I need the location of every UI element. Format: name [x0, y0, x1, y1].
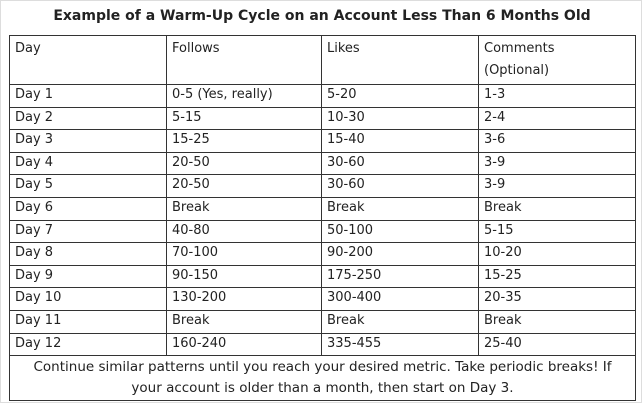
table-cell: 3-9 — [478, 151, 636, 176]
header-row: Day Follows Likes Comments (Optional) — [9, 35, 636, 85]
table-cell: 10-20 — [478, 242, 636, 266]
table-cell: 2-4 — [478, 106, 636, 131]
table-cell: Break — [321, 309, 479, 334]
table-cell: Day 2 — [9, 106, 167, 131]
table-cell: 335-455 — [321, 332, 479, 357]
table-cell: Day 6 — [9, 196, 167, 221]
header-cell: Likes — [321, 35, 479, 85]
table-cell: 5-20 — [321, 84, 479, 108]
table-row: Day 1 0-5 (Yes, really) 5-20 1-3 — [9, 84, 636, 108]
table-row: Day 12 160-240 335-455 25-40 — [9, 332, 636, 357]
table-cell: 3-6 — [478, 129, 636, 153]
table-cell: Day 5 — [9, 174, 167, 198]
table-cell: 0-5 (Yes, really) — [166, 84, 322, 108]
table-row: Day 5 20-50 30-60 3-9 — [9, 174, 636, 198]
table-row: Day 2 5-15 10-30 2-4 — [9, 106, 636, 131]
table-cell: 20-35 — [478, 287, 636, 311]
table-cell: Day 10 — [9, 287, 167, 311]
table-cell: 15-40 — [321, 129, 479, 153]
header-text: Day — [15, 41, 41, 56]
table-cell: 5-15 — [166, 106, 322, 131]
table-cell: 90-200 — [321, 242, 479, 266]
header-cell: Comments (Optional) — [478, 35, 636, 85]
table-cell: 70-100 — [166, 242, 322, 266]
table-header: Day Follows Likes Comments (Optional) — [9, 35, 636, 85]
table-cell: 50-100 — [321, 219, 479, 244]
table-cell: Break — [321, 196, 479, 221]
table-cell: Day 3 — [9, 129, 167, 153]
table: Day Follows Likes Comments (Optional) Day 1… — [9, 35, 636, 402]
table-row: Day 9 90-150 175-250 15-25 — [9, 264, 636, 289]
table-cell: 90-150 — [166, 264, 322, 289]
table-cell: 20-50 — [166, 151, 322, 176]
table-cell: Day 8 — [9, 242, 167, 266]
footer-note: Continue similar patterns until you reac… — [9, 355, 636, 402]
table-cell: Break — [478, 196, 636, 221]
title: Example of a Warm-Up Cycle on an Account… — [53, 8, 591, 24]
header-cell: Follows — [166, 35, 322, 85]
table-cell: Day 12 — [9, 332, 167, 357]
table-cell: Break — [166, 309, 322, 334]
table-cell: 15-25 — [478, 264, 636, 289]
header-text: Follows — [172, 41, 220, 56]
table-cell: 300-400 — [321, 287, 479, 311]
table-row: Day 10 130-200 300-400 20-35 — [9, 287, 636, 311]
table-cell: 160-240 — [166, 332, 322, 357]
table-cell: Break — [478, 309, 636, 334]
table-cell: Day 9 — [9, 264, 167, 289]
table-row: Day 4 20-50 30-60 3-9 — [9, 151, 636, 176]
table-cell: 1-3 — [478, 84, 636, 108]
table-cell: 175-250 — [321, 264, 479, 289]
table-cell: 40-80 — [166, 219, 322, 244]
table-cell: 130-200 — [166, 287, 322, 311]
table-cell: 10-30 — [321, 106, 479, 131]
table-row: Day 3 15-25 15-40 3-6 — [9, 129, 636, 153]
table-footer: Continue similar patterns until you reac… — [9, 355, 636, 402]
table-cell: 15-25 — [166, 129, 322, 153]
table-cell: Day 1 — [9, 84, 167, 108]
table-row: Day 7 40-80 50-100 5-15 — [9, 219, 636, 244]
header-text: Likes — [327, 41, 360, 56]
table-cell: Day 7 — [9, 219, 167, 244]
table-cell: Break — [166, 196, 322, 221]
table-cell: 5-15 — [478, 219, 636, 244]
header-cell: Day — [9, 35, 167, 85]
table-cell: Day 4 — [9, 151, 167, 176]
table-row: Day 8 70-100 90-200 10-20 — [9, 242, 636, 266]
table-cell: 30-60 — [321, 174, 479, 198]
table-row: Day 6 Break Break Break — [9, 196, 636, 221]
table-cell: 20-50 — [166, 174, 322, 198]
table-row: Day 11 Break Break Break — [9, 309, 636, 334]
table-body: Day 1 0-5 (Yes, really) 5-20 1-3 Day 2 5-15 10… — [9, 84, 636, 357]
table-cell: 30-60 — [321, 151, 479, 176]
table-cell: Day 11 — [9, 309, 167, 334]
table-cell: 25-40 — [478, 332, 636, 357]
header-text: Comments (Optional) — [484, 41, 555, 78]
table-cell: 3-9 — [478, 174, 636, 198]
